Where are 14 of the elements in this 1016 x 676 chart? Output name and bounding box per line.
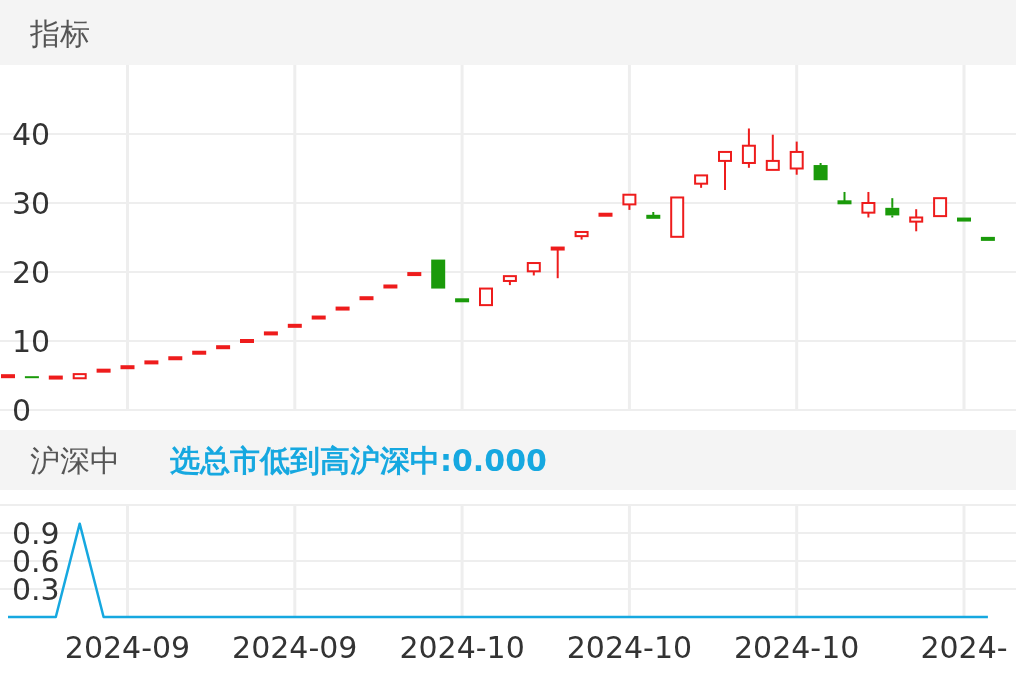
y-tick-label: 10 (12, 323, 51, 359)
chart-subtitle: 选总市低到高沪深中:0.000 (169, 443, 547, 478)
y-tick-label: 40 (12, 116, 51, 152)
x-tick-label: 2024-10 (399, 630, 525, 665)
x-tick-label: 2024-09 (64, 630, 191, 665)
y-tick-label: 0 (12, 392, 32, 428)
y-tick-label: 30 (12, 185, 51, 221)
y-tick-label: 20 (12, 254, 51, 290)
chart-title: 沪深中 (30, 443, 120, 478)
x-tick-label: 2024- (920, 630, 1008, 665)
x-tick-label: 2024-10 (566, 630, 693, 665)
x-tick-label: 2024-10 (734, 630, 860, 665)
chart-title: 指标 (29, 15, 90, 51)
x-tick-label: 2024-09 (232, 630, 358, 665)
